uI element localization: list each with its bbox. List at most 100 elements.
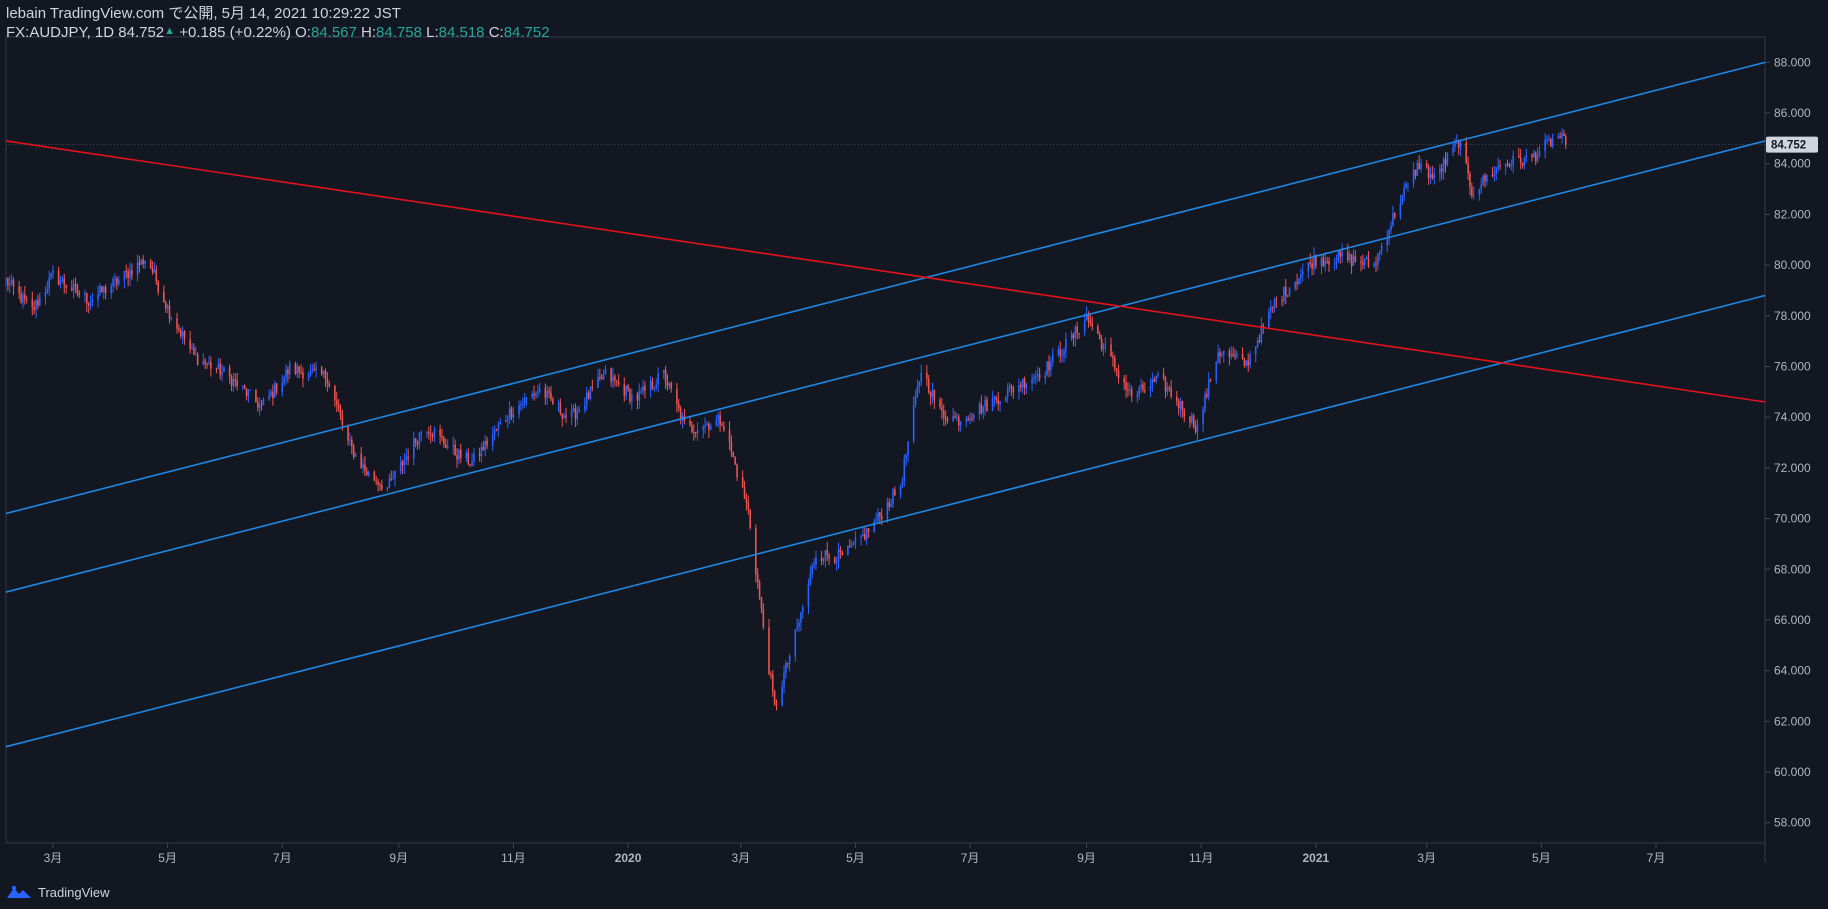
candle-up [965,416,968,428]
candle-body [927,378,930,393]
candle-up [1070,330,1073,342]
candle-down [561,413,564,427]
candle-up [497,421,500,437]
candle-body [612,376,614,382]
candle-up [1155,375,1157,384]
candle-up [717,412,720,428]
candle-up [452,436,455,455]
candle-up [465,449,468,463]
candle-up [1236,350,1238,359]
candle-down [12,277,15,296]
candle-up [657,367,659,393]
candle-body [196,354,199,366]
candle-down [1125,374,1127,399]
candle-down [617,374,620,387]
candle-body [533,393,535,396]
candle-body [781,686,783,706]
candle-body [163,291,165,303]
candle-down [1059,341,1062,363]
candle-body [1427,167,1430,179]
candle-down [867,528,870,539]
candle-down [78,290,81,299]
candle-body [394,470,396,479]
candle-down [1100,335,1103,352]
candle-body [131,269,133,276]
candle-body [405,456,408,460]
candle-body [636,394,639,401]
candle-body [771,674,774,691]
candle-body [892,489,894,504]
candle-body [1377,253,1379,265]
candle-up [217,358,220,370]
candle-down [101,285,103,293]
candle-body [236,380,238,386]
time-tick-label: 5月 [158,851,177,865]
candle-down [459,443,462,464]
candle-up [1416,159,1419,177]
candle-up [1006,383,1009,404]
candle-body [1518,155,1520,158]
candle-body [260,404,263,406]
candle-body [653,387,656,389]
candle-body [576,411,579,420]
candle-body [1162,373,1165,378]
candle-down [708,421,710,439]
candle-body [1300,274,1302,279]
candle-down [1241,347,1244,360]
price-change: +0.185 (+0.22%) [179,24,291,41]
channel-middle-line [5,140,1766,593]
candle-body [1151,379,1154,387]
candle-body [142,259,144,264]
candle-up [505,415,507,423]
candle-body [272,391,274,398]
candle-body [848,545,851,547]
brand-footer[interactable]: TradingView [6,884,110,900]
candle-body [1425,163,1428,168]
candle-body [760,597,763,609]
candle-body [1294,282,1296,289]
candle-body [670,383,673,389]
candle-body [1222,350,1225,355]
candle-body [1401,194,1404,204]
candle-up [1074,325,1077,347]
candle-down [1078,332,1080,339]
candle-body [78,293,81,295]
candle-body [1228,350,1231,357]
candle-up [1083,313,1086,337]
candle-up [1352,249,1355,267]
candle-up [309,363,312,378]
time-tick-label: 3月 [731,851,750,865]
candle-down [347,424,349,446]
candle-body [708,424,710,430]
candle-down [335,391,338,412]
candle-down [163,285,165,303]
candle-body [334,386,336,401]
candle-up [1065,332,1067,359]
candle-down [864,526,866,541]
candle-body [826,549,829,556]
price-tick-label: 70.000 [1774,512,1811,526]
candle-body [561,413,564,419]
candle-body [322,370,325,375]
candle-body [1170,388,1172,397]
candle-body [1207,379,1210,397]
candle-body [520,404,522,406]
candle-body [886,502,889,520]
candle-body [860,536,862,538]
candle-body [931,390,934,398]
candle-body [939,400,941,408]
candle-up [835,556,838,571]
candle-down [377,478,379,492]
candle-down [324,368,327,388]
time-tick-label: 7月 [961,851,980,865]
candle-up [170,316,173,321]
candle-body [1215,362,1218,381]
candle-body [1036,374,1039,376]
candle-body [1433,173,1436,179]
candle-body [208,362,210,364]
candle-body [1533,152,1535,158]
candle-body [315,367,317,370]
candle-up [578,405,580,413]
candle-up [781,680,783,707]
